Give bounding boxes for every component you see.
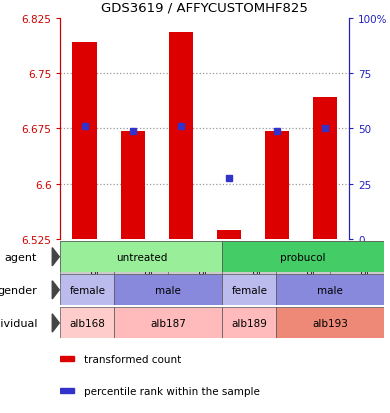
Text: probucol: probucol <box>280 252 326 262</box>
Text: alb193: alb193 <box>312 318 348 328</box>
Bar <box>276 242 330 283</box>
Text: alb168: alb168 <box>69 318 105 328</box>
Bar <box>222 242 384 273</box>
Text: GSM467889: GSM467889 <box>141 244 151 299</box>
Bar <box>313 97 337 240</box>
Bar <box>60 242 222 273</box>
Bar <box>60 275 114 306</box>
Text: GSM467892: GSM467892 <box>195 244 204 298</box>
Text: female: female <box>231 285 267 295</box>
Bar <box>114 242 168 283</box>
Text: male: male <box>317 285 343 295</box>
Bar <box>60 308 114 339</box>
Text: agent: agent <box>5 252 37 262</box>
Text: GSM467891: GSM467891 <box>303 244 312 299</box>
Bar <box>168 242 222 283</box>
Bar <box>114 308 222 339</box>
Text: alb189: alb189 <box>231 318 267 328</box>
Bar <box>276 308 384 339</box>
Text: untreated: untreated <box>116 252 167 262</box>
Bar <box>265 131 289 240</box>
Bar <box>222 242 276 283</box>
Bar <box>222 308 276 339</box>
Text: female: female <box>69 285 105 295</box>
Bar <box>222 275 276 306</box>
Bar <box>114 275 222 306</box>
Polygon shape <box>52 248 59 266</box>
Bar <box>60 242 114 283</box>
Bar <box>60 356 74 361</box>
Text: gender: gender <box>0 285 37 295</box>
Bar <box>121 131 145 240</box>
Bar <box>330 242 384 283</box>
Bar <box>73 43 97 240</box>
Text: percentile rank within the sample: percentile rank within the sample <box>84 386 260 396</box>
Polygon shape <box>52 281 59 299</box>
Text: alb187: alb187 <box>151 318 186 328</box>
Text: GSM467890: GSM467890 <box>249 244 258 299</box>
Bar <box>276 275 384 306</box>
Text: GSM467888: GSM467888 <box>87 244 96 299</box>
Bar <box>169 33 193 240</box>
Title: GDS3619 / AFFYCUSTOMHF825: GDS3619 / AFFYCUSTOMHF825 <box>101 2 308 14</box>
Text: GSM467893: GSM467893 <box>357 244 366 299</box>
Text: transformed count: transformed count <box>84 354 181 363</box>
Text: individual: individual <box>0 318 37 328</box>
Polygon shape <box>52 314 59 332</box>
Bar <box>60 388 74 393</box>
Bar <box>217 231 241 240</box>
Text: male: male <box>155 285 181 295</box>
